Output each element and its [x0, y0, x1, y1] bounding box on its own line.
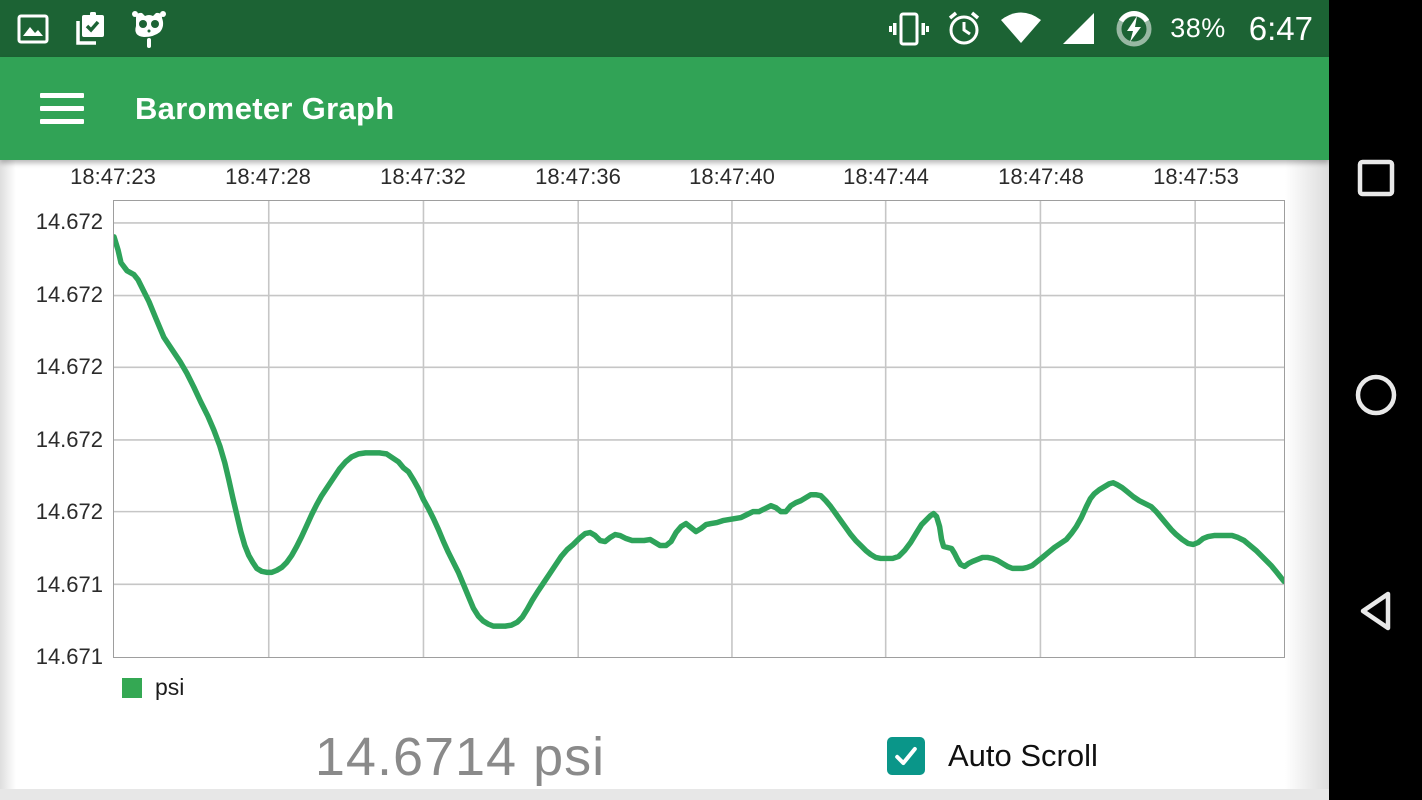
alarm-icon [949, 11, 980, 44]
cell-signal-icon [1063, 12, 1095, 44]
barometer-line-chart[interactable] [113, 200, 1285, 658]
y-tick-label: 14.671 [35, 644, 103, 669]
auto-scroll-checkbox[interactable] [887, 737, 925, 775]
x-axis-labels: 18:47:23 18:47:28 18:47:32 18:47:36 18:47:40… [70, 164, 1285, 194]
bottom-strip [0, 789, 1329, 800]
cyanogenmod-icon [132, 10, 166, 48]
y-tick-label: 14.672 [35, 427, 103, 452]
home-circle-icon[interactable] [1354, 373, 1398, 417]
x-tick-label: 18:47:28 [225, 164, 311, 189]
x-tick-label: 18:47:32 [380, 164, 466, 189]
y-tick-label: 14.672 [35, 282, 103, 307]
app-bar: Barometer Graph [0, 57, 1329, 160]
right-edge-shade [1285, 160, 1329, 790]
wifi-icon [1001, 12, 1042, 43]
y-axis-labels: 14.672 14.672 14.672 14.672 14.672 14.671 14.6… [0, 200, 103, 669]
y-tick-label: 14.671 [35, 572, 103, 597]
hamburger-icon[interactable] [40, 93, 84, 124]
system-status-icons: 38% 6:47 [889, 8, 1313, 50]
x-tick-label: 18:47:36 [535, 164, 621, 189]
legend-swatch-psi [122, 677, 142, 698]
y-tick-label: 14.672 [35, 354, 103, 379]
auto-scroll-control[interactable]: Auto Scroll [887, 737, 1098, 775]
x-tick-label: 18:47:23 [70, 164, 156, 189]
clipboard-check-icon [76, 11, 104, 45]
page-title: Barometer Graph [135, 90, 395, 126]
left-edge-shade [0, 160, 16, 790]
current-reading: 14.6714 psi [314, 727, 606, 787]
main-content: 18:47:23 18:47:28 18:47:32 18:47:36 18:47:40… [0, 160, 1329, 800]
back-triangle-icon[interactable] [1355, 589, 1397, 633]
x-tick-label: 18:47:48 [998, 164, 1084, 189]
clock: 6:47 [1248, 9, 1313, 47]
x-tick-label: 18:47:53 [1153, 164, 1239, 189]
battery-charging-icon [1116, 10, 1152, 46]
status-bar: 38% 6:47 [0, 0, 1329, 57]
y-tick-label: 14.672 [35, 209, 103, 234]
recents-square-icon[interactable] [1356, 158, 1396, 198]
auto-scroll-label: Auto Scroll [948, 738, 1098, 773]
checkmark-icon [895, 746, 917, 766]
vibrate-icon [889, 12, 930, 45]
series-line-psi [114, 234, 1284, 629]
gallery-icon [17, 14, 49, 43]
navigation-bar [1329, 0, 1422, 800]
x-tick-label: 18:47:40 [689, 164, 775, 189]
legend-label: psi [155, 674, 185, 700]
y-tick-label: 14.672 [35, 499, 103, 524]
battery-percent: 38% [1170, 13, 1226, 43]
notification-icons [16, 8, 168, 50]
chart-legend: psi [122, 674, 184, 701]
x-tick-label: 18:47:44 [843, 164, 929, 189]
